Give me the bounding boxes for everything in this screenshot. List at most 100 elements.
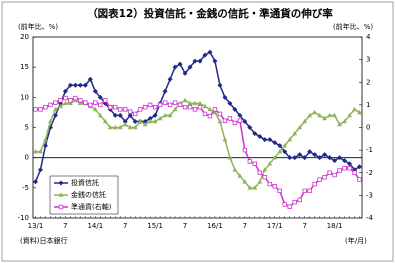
marker <box>222 136 228 142</box>
marker <box>152 104 158 110</box>
marker <box>232 167 238 172</box>
marker <box>342 158 348 164</box>
legend-label: 投資信託 <box>71 178 99 187</box>
marker <box>182 104 188 110</box>
marker <box>93 100 98 105</box>
marker <box>82 82 88 88</box>
legend-label: 準通貨(右軸) <box>71 202 112 211</box>
marker <box>192 100 198 106</box>
marker <box>262 137 268 143</box>
marker <box>302 155 308 161</box>
marker <box>77 82 83 88</box>
marker <box>217 118 223 124</box>
marker <box>172 64 178 70</box>
marker <box>157 102 163 108</box>
marker <box>127 112 133 118</box>
marker <box>262 167 268 172</box>
marker <box>192 58 198 64</box>
marker <box>67 100 73 106</box>
marker <box>312 181 317 187</box>
marker <box>227 155 233 160</box>
marker <box>53 100 58 105</box>
marker <box>242 179 248 184</box>
marker <box>78 98 83 103</box>
marker <box>262 175 267 180</box>
marker <box>277 188 282 194</box>
marker <box>37 167 43 173</box>
legend-marker <box>58 192 64 197</box>
marker <box>187 100 193 106</box>
marker <box>92 106 98 112</box>
marker <box>113 104 118 110</box>
marker <box>257 134 263 140</box>
marker <box>317 177 322 182</box>
y2-tick-label: 1 <box>366 101 370 109</box>
marker <box>108 104 113 110</box>
x-tick-label: 14/1 <box>87 222 103 230</box>
marker <box>58 98 63 103</box>
marker <box>207 49 213 55</box>
marker <box>167 102 173 108</box>
marker <box>327 170 332 175</box>
marker <box>53 106 58 112</box>
marker <box>232 106 238 112</box>
marker <box>77 100 83 106</box>
marker <box>147 102 153 108</box>
y2-tick-label: 0 <box>366 124 370 132</box>
marker <box>207 113 213 119</box>
marker <box>192 107 198 112</box>
x-tick-label: 16/1 <box>207 222 223 230</box>
x-tick-label: 17/1 <box>267 222 283 230</box>
marker <box>307 188 312 194</box>
marker <box>142 104 148 110</box>
marker <box>247 125 253 130</box>
marker <box>272 155 278 160</box>
marker <box>307 149 313 155</box>
marker <box>162 100 168 105</box>
y-tick-label: 0 <box>25 154 29 162</box>
marker <box>92 88 98 94</box>
x-tick-label: 7 <box>63 222 67 230</box>
marker <box>107 124 113 130</box>
marker <box>312 152 318 158</box>
marker <box>237 118 243 123</box>
y-tick-label: -10 <box>18 214 29 222</box>
marker <box>267 161 273 166</box>
marker <box>87 76 93 82</box>
marker <box>242 147 248 153</box>
marker <box>342 118 347 124</box>
marker <box>257 179 263 184</box>
marker <box>137 118 143 124</box>
marker <box>202 111 208 117</box>
marker <box>62 88 68 94</box>
marker <box>347 161 353 167</box>
marker <box>118 107 123 112</box>
marker <box>302 118 308 124</box>
marker <box>202 103 208 109</box>
marker <box>257 170 263 175</box>
marker <box>152 112 158 118</box>
marker <box>357 164 363 170</box>
marker <box>167 76 173 82</box>
marker <box>33 107 38 112</box>
marker <box>197 58 203 64</box>
marker <box>122 118 128 124</box>
marker <box>98 102 103 108</box>
marker <box>217 111 223 117</box>
marker <box>43 104 48 110</box>
y-tick-label: 20 <box>20 33 29 41</box>
marker <box>58 103 63 109</box>
marker <box>32 179 38 185</box>
marker <box>277 143 283 149</box>
marker <box>287 136 293 142</box>
marker <box>112 124 118 130</box>
marker <box>182 70 188 76</box>
marker <box>322 115 328 121</box>
marker <box>267 137 273 143</box>
marker <box>38 107 43 112</box>
marker <box>177 102 183 108</box>
y-axis-label: (前年比、%) <box>18 22 58 31</box>
marker <box>122 121 128 127</box>
marker <box>292 130 298 136</box>
